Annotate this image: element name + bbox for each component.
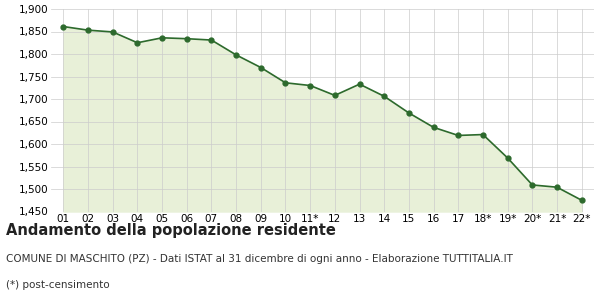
Text: (*) post-censimento: (*) post-censimento bbox=[6, 280, 110, 290]
Text: COMUNE DI MASCHITO (PZ) - Dati ISTAT al 31 dicembre di ogni anno - Elaborazione : COMUNE DI MASCHITO (PZ) - Dati ISTAT al … bbox=[6, 254, 513, 263]
Text: Andamento della popolazione residente: Andamento della popolazione residente bbox=[6, 224, 336, 238]
